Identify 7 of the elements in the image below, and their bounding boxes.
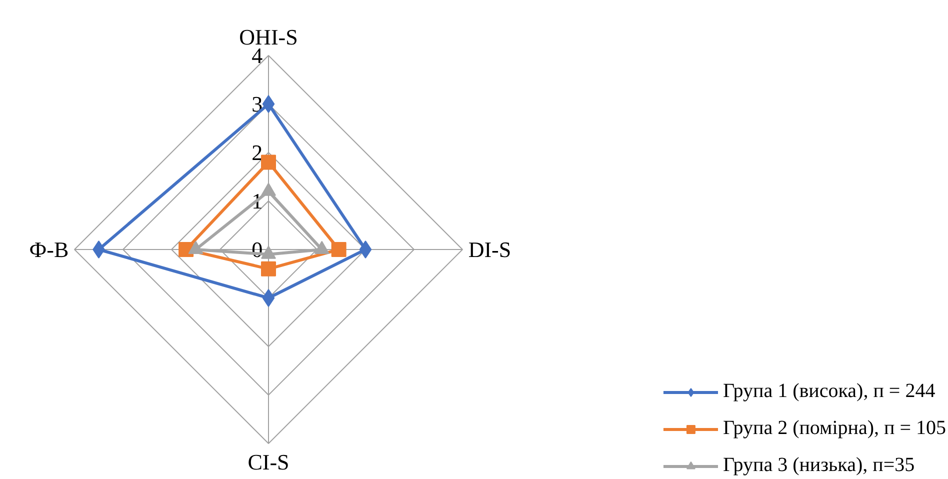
y-tick-label: 2 <box>252 140 263 165</box>
legend-label: Група 3 (низька), п=35 <box>722 454 915 477</box>
legend-label: Група 1 (висока), п = 244 <box>722 380 936 403</box>
spoke-label: DI-S <box>468 237 512 262</box>
legend-label: Група 2 (помірна), п = 105 <box>722 417 946 440</box>
spoke-label: Ф-В <box>29 237 69 262</box>
spoke-label: CI-S <box>248 449 290 474</box>
